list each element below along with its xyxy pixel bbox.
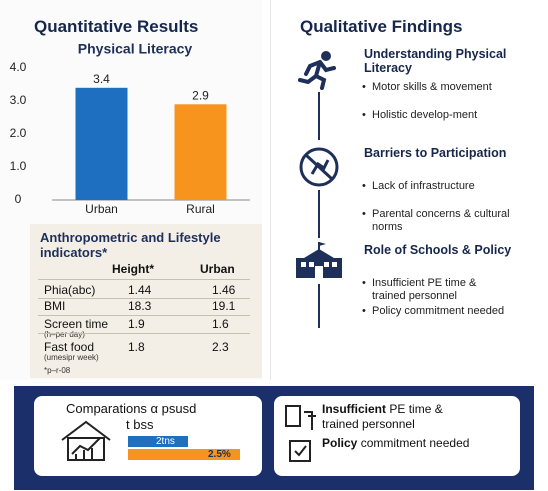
finding-bullet: Holistic develop-ment — [362, 109, 512, 122]
finding-bullet: Policy commitment needed — [362, 305, 512, 318]
column-header: Urban — [200, 262, 235, 276]
table-rule — [38, 315, 250, 316]
connector — [318, 284, 320, 328]
y-tick-label: 0 — [15, 192, 22, 206]
school-icon — [296, 242, 342, 278]
row-label: BMI — [44, 299, 66, 313]
clipboard-icon — [285, 405, 316, 430]
comparison-title: Comparations α psusd — [66, 401, 197, 416]
prohibition-icon — [299, 147, 339, 187]
table-cell: 1.6 — [212, 317, 229, 331]
table-footnote: *p–r-08 — [44, 366, 71, 375]
finding-bullet: Parental concerns & cultural norms — [362, 208, 512, 234]
x-tick-label: Rural — [186, 202, 215, 216]
table-title: Anthropometric and Lifestyle indicators* — [40, 230, 221, 260]
data-label: 2.9 — [192, 88, 209, 102]
finding-bullet: Motor skills & movement — [362, 81, 512, 94]
comparison-bar: 2tns — [128, 436, 188, 447]
bar-chart: Physical Literacy 0 1.0 2.0 3.0 4.0 3.4 Urban 2… — [10, 41, 250, 216]
chart-title: Physical Literacy — [78, 41, 193, 57]
x-tick-label: Urban — [85, 202, 118, 216]
y-tick-label: 4.0 — [10, 60, 27, 74]
table-cell: 1.46 — [212, 283, 236, 297]
table-cell: 19.1 — [212, 299, 236, 313]
table-rule — [38, 279, 250, 280]
checklist-icon — [289, 440, 311, 462]
row-note: (h–per day) — [44, 330, 85, 339]
connector — [318, 190, 320, 238]
table-cell: 1.9 — [128, 317, 145, 331]
row-label: Phia(abc) — [44, 283, 96, 297]
data-label: 3.4 — [93, 72, 110, 86]
section-title: Qualitative Findings — [300, 17, 463, 36]
house-chart-icon — [61, 420, 111, 461]
bar — [75, 87, 128, 200]
section-title: Quantitative Results — [34, 17, 199, 36]
summary-text: PE time & trained personnel — [322, 402, 443, 431]
summary-bold: Policy — [322, 436, 358, 450]
table-cell: 1.8 — [128, 340, 145, 354]
finding-bullet: Lack of infrastructure — [362, 180, 512, 193]
table-cell: 2.3 — [212, 340, 229, 354]
table-rule — [38, 298, 250, 299]
column-header: Height* — [112, 262, 154, 276]
comparison-bar: 2.5% — [128, 449, 240, 460]
finding-title: Barriers to Participation — [364, 146, 507, 160]
row-label: Screen time — [44, 317, 109, 331]
table-rule — [38, 333, 250, 334]
finding-title: Understanding Physical Literacy — [364, 47, 507, 75]
table-cell: 18.3 — [128, 299, 152, 313]
comparison-subtitle: t bss — [126, 417, 154, 432]
y-tick-label: 1.0 — [10, 159, 27, 173]
row-label: Fast food — [44, 340, 95, 354]
summary-item: Insufficient PE time & trained personnel — [322, 402, 472, 432]
indicator-table — [30, 224, 262, 378]
bar — [174, 104, 227, 200]
connector — [318, 92, 320, 140]
summary-item: Policy commitment needed — [322, 436, 472, 451]
summary-text: commitment needed — [360, 436, 470, 450]
row-note: (umesipr week) — [44, 353, 99, 362]
finding-bullet: Insufficient PE time & trained personnel — [362, 277, 512, 303]
table-cell: 1.44 — [128, 283, 152, 297]
y-tick-label: 3.0 — [10, 93, 27, 107]
summary-card — [274, 396, 520, 476]
runner-icon — [298, 51, 336, 90]
y-tick-label: 2.0 — [10, 126, 27, 140]
summary-bold: Insufficient — [322, 402, 387, 416]
finding-title: Role of Schools & Policy — [364, 243, 512, 257]
